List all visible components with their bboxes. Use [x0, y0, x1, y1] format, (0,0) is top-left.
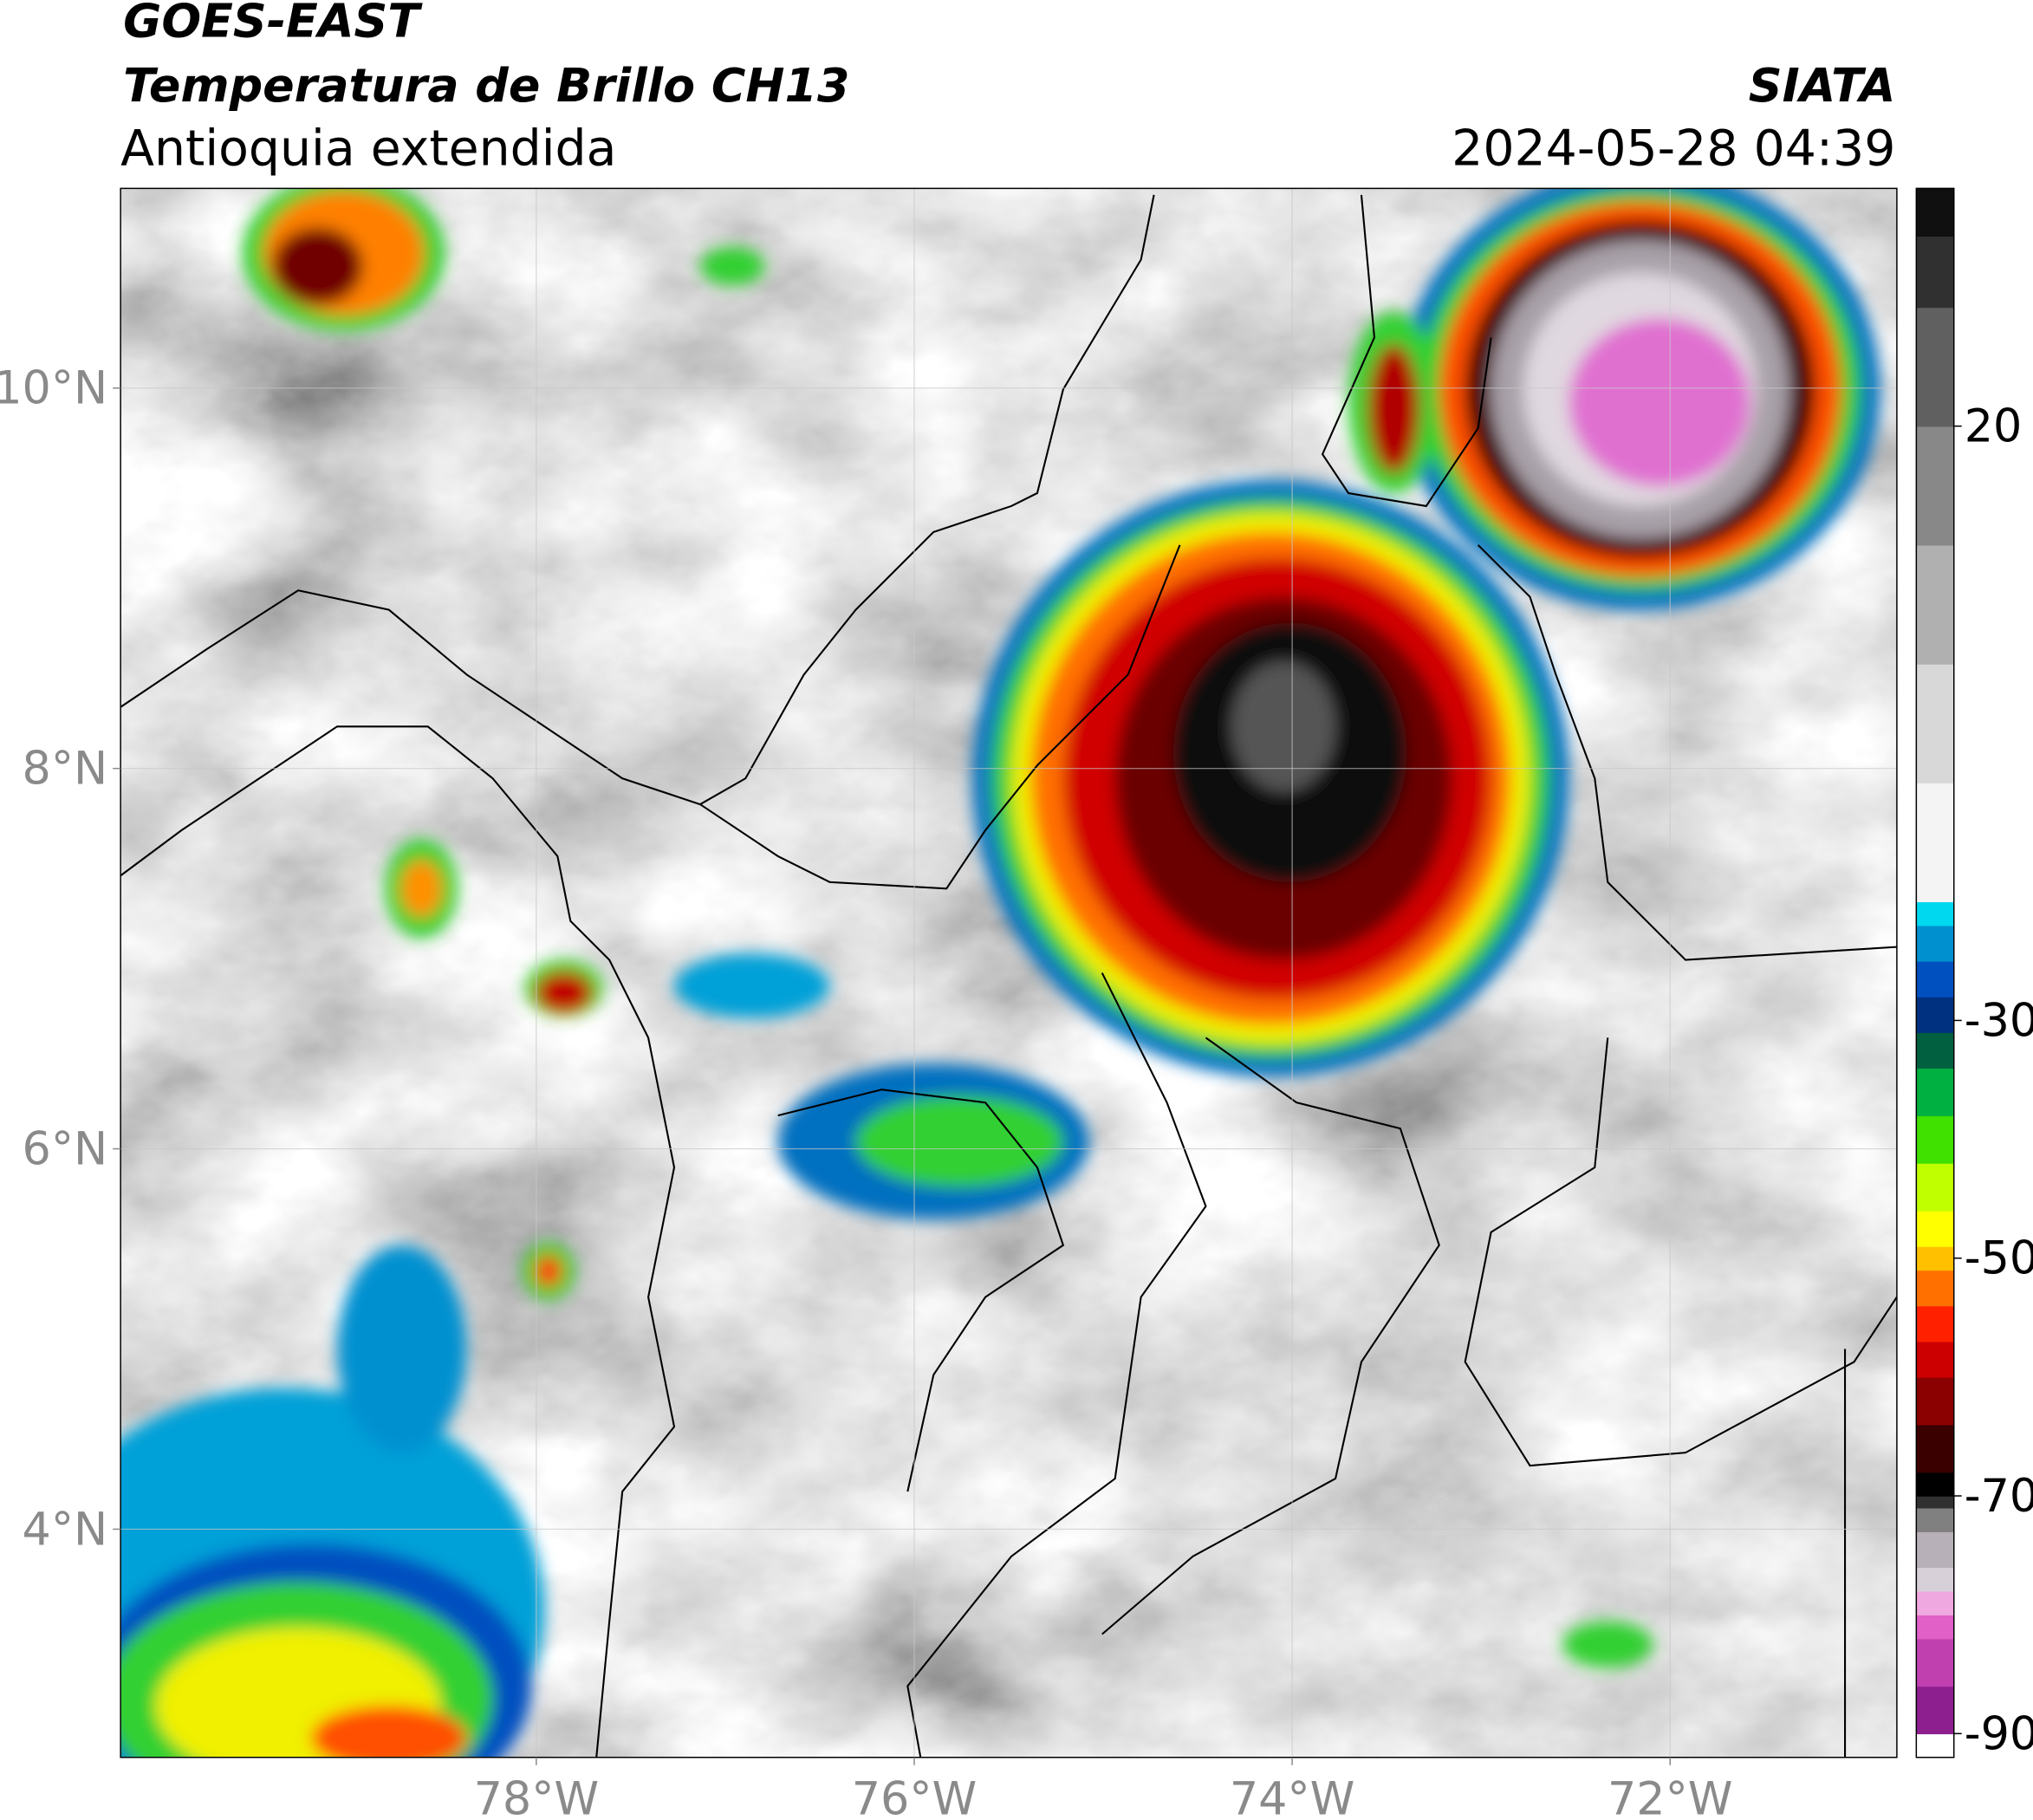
colorbar-band: [1916, 1567, 1954, 1592]
colorbar-band: [1916, 1210, 1954, 1247]
colorbar-band: [1916, 996, 1954, 1033]
colorbar-band: [1916, 1507, 1954, 1532]
colorbar-frame: [1915, 187, 1955, 1758]
borders: [120, 194, 1897, 1758]
colorbar-band: [1916, 544, 1954, 665]
colorbar-band: [1916, 1246, 1954, 1271]
y-tick-label: 8°N: [23, 743, 108, 796]
colorbar-band: [1916, 1496, 1954, 1509]
colorbar-band: [1916, 1638, 1954, 1687]
colorbar-band: [1916, 1733, 1954, 1758]
colorbar-band: [1916, 1376, 1954, 1426]
colorbar-tick-label: -50: [1965, 1232, 2033, 1285]
colorbar-band: [1916, 1590, 1954, 1615]
subtitle: Temperatura de Brillo CH13: [123, 58, 849, 113]
colorbar-band: [1916, 236, 1954, 309]
colorbar-band: [1916, 1341, 1954, 1378]
colorbar-band: [1916, 1115, 1954, 1164]
colorbar-band: [1916, 1068, 1954, 1116]
y-tick-label: 4°N: [23, 1503, 108, 1556]
colorbar-band: [1916, 307, 1954, 427]
colorbar-band: [1916, 925, 1954, 962]
y-tick-label: 10°N: [0, 362, 107, 415]
colorbar-band: [1916, 426, 1954, 546]
map-image: [120, 188, 1897, 1758]
storm-cells: [120, 188, 1880, 1758]
colorbar-band: [1916, 1531, 1954, 1569]
datetime: 2024-05-28 04:39: [1452, 120, 1895, 177]
colorbar-tick-label: -90: [1965, 1707, 2033, 1760]
colorbar-band: [1916, 1163, 1954, 1212]
colorbar-band: [1916, 960, 1954, 998]
colorbar-band: [1916, 1270, 1954, 1307]
title: GOES-EAST: [123, 0, 423, 48]
x-tick-label: 74°W: [1230, 1773, 1355, 1820]
colorbar-band: [1916, 901, 1954, 926]
colorbar-band: [1916, 783, 1954, 903]
colorbar-band: [1916, 1686, 1954, 1735]
colorbar-band: [1916, 1032, 1954, 1069]
colorbar-tick-label: -70: [1965, 1470, 2033, 1523]
colorbar-tick-label: 20: [1965, 400, 2023, 453]
region: Antioquia extendida: [120, 120, 616, 177]
x-tick-label: 72°W: [1608, 1773, 1733, 1820]
colorbar-band: [1916, 188, 1954, 237]
colorbar-band: [1916, 1472, 1954, 1497]
colorbar-band: [1916, 663, 1954, 783]
colorbar-tick-label: -30: [1965, 994, 2033, 1047]
y-tick-label: 6°N: [23, 1122, 108, 1175]
colorbar-band: [1916, 1615, 1954, 1640]
source: SIATA: [1749, 58, 1896, 113]
colorbar-band: [1916, 1424, 1954, 1473]
colorbar-band: [1916, 1305, 1954, 1342]
map-frame: [120, 187, 1898, 1758]
x-tick-label: 76°W: [852, 1773, 978, 1820]
x-tick-label: 78°W: [474, 1773, 600, 1820]
